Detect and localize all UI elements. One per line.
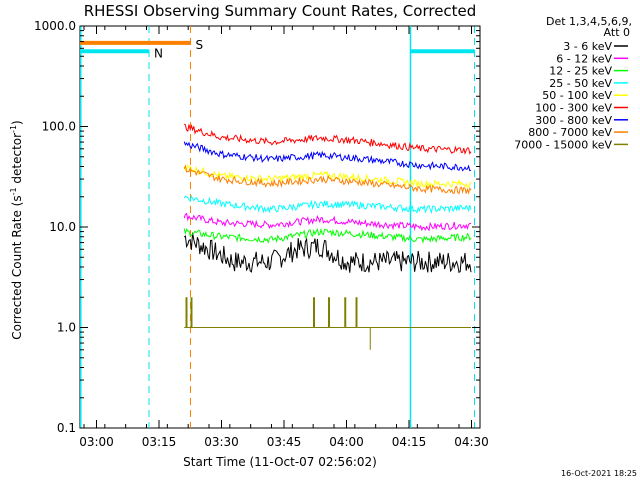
legend-label-1: 6 - 12 keV (556, 52, 612, 65)
legend-title-2: Att 0 (604, 26, 630, 39)
y-tick-label: 1.0 (57, 321, 76, 335)
series-line-0 (183, 232, 472, 274)
series-line-3 (183, 194, 472, 215)
x-tick-label: 03:45 (267, 435, 302, 449)
series-line-5 (183, 123, 472, 155)
x-tick-label: 03:15 (142, 435, 177, 449)
chart-title: RHESSI Observing Summary Count Rates, Co… (84, 2, 477, 20)
y-axis-label: Corrected Count Rate (s-1 detector-1) (9, 120, 24, 339)
x-tick-label: 03:00 (79, 435, 114, 449)
flag-label-1: S (196, 38, 204, 52)
series-line-4 (183, 163, 472, 189)
series-line-6 (183, 141, 472, 172)
x-axis-label: Start Time (11-Oct-07 02:56:02) (183, 455, 377, 469)
y-tick-label: 10.0 (49, 220, 76, 234)
series-line-7 (183, 164, 472, 195)
legend-label-2: 12 - 25 keV (549, 65, 612, 78)
legend-label-4: 50 - 100 keV (542, 89, 612, 102)
x-tick-label: 04:30 (454, 435, 489, 449)
y-tick-label: 1000.0 (34, 19, 76, 33)
legend-label-6: 300 - 800 keV (535, 114, 612, 127)
flag-label-0: N (154, 46, 163, 60)
legend-label-3: 25 - 50 keV (549, 77, 612, 90)
x-tick-label: 04:15 (392, 435, 427, 449)
y-tick-label: 100.0 (42, 120, 76, 134)
series-line-2 (183, 227, 472, 244)
y-axis-ticks: 0.1 1.0 10.0 100.0 1000.0 (34, 19, 480, 435)
x-tick-label: 03:30 (204, 435, 239, 449)
legend-label-8: 7000 - 15000 keV (514, 138, 612, 151)
y-tick-label: 0.1 (57, 421, 76, 435)
x-tick-label: 04:00 (329, 435, 364, 449)
x-axis-ticks: 03:00 03:15 03:30 03:45 04:00 04:15 04:30 (79, 26, 489, 449)
series-line-1 (183, 212, 471, 232)
series-group (183, 123, 472, 350)
legend-label-0: 3 - 6 keV (563, 40, 612, 53)
flag-bars: NS (80, 38, 475, 60)
legend-label-7: 800 - 7000 keV (528, 126, 612, 139)
legend-title-1: Det 1,3,4,5,6,9, (546, 15, 632, 28)
timestamp: 16-Oct-2021 18:25 (561, 469, 637, 478)
legend-label-5: 100 - 300 keV (535, 102, 612, 115)
